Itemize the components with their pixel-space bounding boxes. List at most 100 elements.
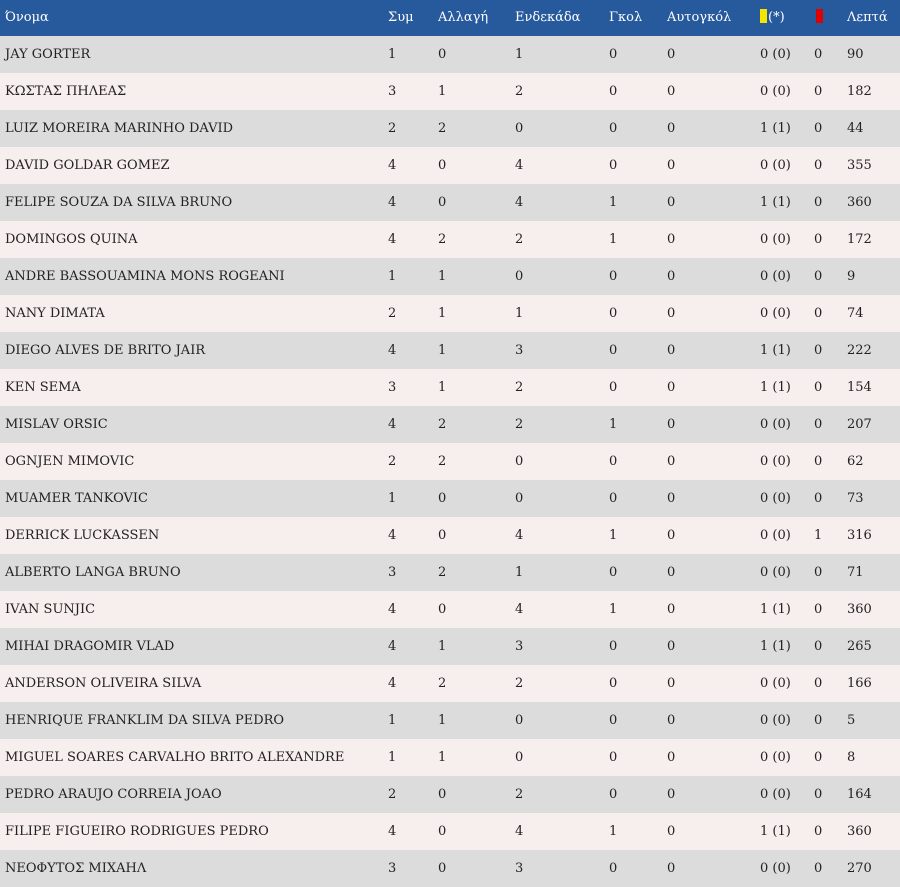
player-name: PEDRO ARAUJO CORREIA JOAO [5, 787, 222, 802]
red-cards-value: 0 [814, 824, 823, 839]
apps-value: 4 [388, 232, 397, 247]
goals-value: 0 [609, 565, 618, 580]
goals-value: 0 [609, 380, 618, 395]
header-goals[interactable]: Γκολ [609, 10, 643, 25]
yellow-cards-value: 0 (0) [760, 454, 791, 469]
sub-value: 2 [438, 565, 447, 580]
start-value: 0 [515, 121, 524, 136]
table-row: FILIPE FIGUEIRO RODRIGUES PEDRO 4 0 4 1 0 1 (1… [0, 813, 900, 850]
red-cards-value: 0 [814, 417, 823, 432]
start-value: 0 [515, 750, 524, 765]
apps-value: 1 [388, 491, 397, 506]
yellow-cards-value: 0 (0) [760, 158, 791, 173]
header-sub[interactable]: Αλλαγή [438, 10, 489, 25]
own-goals-value: 0 [667, 343, 676, 358]
minutes-value: 355 [847, 158, 872, 173]
start-value: 3 [515, 343, 524, 358]
red-cards-value: 0 [814, 602, 823, 617]
yellow-cards-value: 0 (0) [760, 269, 791, 284]
yellow-cards-value: 1 (1) [760, 195, 791, 210]
minutes-value: 8 [847, 750, 856, 765]
sub-value: 1 [438, 269, 447, 284]
goals-value: 0 [609, 306, 618, 321]
header-yellow[interactable]: (*) [760, 0, 785, 36]
apps-value: 4 [388, 824, 397, 839]
red-cards-value: 0 [814, 750, 823, 765]
red-cards-value: 0 [814, 676, 823, 691]
apps-value: 1 [388, 47, 397, 62]
goals-value: 1 [609, 232, 618, 247]
red-cards-value: 0 [814, 380, 823, 395]
header-own-goals[interactable]: Αυτογκόλ [667, 10, 732, 25]
goals-value: 1 [609, 195, 618, 210]
own-goals-value: 0 [667, 380, 676, 395]
own-goals-value: 0 [667, 787, 676, 802]
own-goals-value: 0 [667, 824, 676, 839]
red-cards-value: 1 [814, 528, 823, 543]
yellow-cards-value: 1 (1) [760, 639, 791, 654]
sub-value: 2 [438, 232, 447, 247]
apps-value: 3 [388, 565, 397, 580]
player-name: MUAMER TANKOVIC [5, 491, 148, 506]
apps-value: 3 [388, 84, 397, 99]
sub-value: 0 [438, 47, 447, 62]
minutes-value: 360 [847, 824, 872, 839]
sub-value: 0 [438, 158, 447, 173]
table-row: ANDRE BASSOUAMINA MONS ROGEANI 1 1 0 0 0 0 (0)… [0, 258, 900, 295]
yellow-cards-value: 0 (0) [760, 713, 791, 728]
sub-value: 1 [438, 380, 447, 395]
sub-value: 0 [438, 861, 447, 876]
sub-value: 2 [438, 676, 447, 691]
header-start[interactable]: Ενδεκάδα [515, 10, 581, 25]
header-name[interactable]: Όνομα [5, 10, 49, 25]
apps-value: 1 [388, 750, 397, 765]
table-row: KEN SEMA 3 1 2 0 0 1 (1) 0 154 [0, 369, 900, 406]
goals-value: 0 [609, 84, 618, 99]
own-goals-value: 0 [667, 639, 676, 654]
goals-value: 0 [609, 158, 618, 173]
table-row: HENRIQUE FRANKLIM DA SILVA PEDRO 1 1 0 0 0 0 (… [0, 702, 900, 739]
player-name: DIEGO ALVES DE BRITO JAIR [5, 343, 206, 358]
own-goals-value: 0 [667, 84, 676, 99]
table-row: DIEGO ALVES DE BRITO JAIR 4 1 3 0 0 1 (1) 0 222 [0, 332, 900, 369]
yellow-cards-value: 0 (0) [760, 232, 791, 247]
player-name: IVAN SUNJIC [5, 602, 96, 617]
own-goals-value: 0 [667, 750, 676, 765]
sub-value: 0 [438, 787, 447, 802]
header-red[interactable] [814, 0, 823, 36]
minutes-value: 360 [847, 602, 872, 617]
header-minutes[interactable]: Λεπτά [847, 10, 888, 25]
yellow-cards-value: 0 (0) [760, 676, 791, 691]
red-cards-value: 0 [814, 713, 823, 728]
player-name: LUIZ MOREIRA MARINHO DAVID [5, 121, 234, 136]
red-cards-value: 0 [814, 787, 823, 802]
minutes-value: 222 [847, 343, 872, 358]
sub-value: 1 [438, 713, 447, 728]
table-row: FELIPE SOUZA DA SILVA BRUNO 4 0 4 1 0 1 (1) 0 36… [0, 184, 900, 221]
header-apps[interactable]: Συμ [388, 10, 414, 25]
header-yellow-suffix: (*) [768, 10, 785, 25]
minutes-value: 207 [847, 417, 872, 432]
yellow-cards-value: 0 (0) [760, 47, 791, 62]
red-cards-value: 0 [814, 195, 823, 210]
minutes-value: 172 [847, 232, 872, 247]
table-row: DERRICK LUCKASSEN 4 0 4 1 0 0 (0) 1 316 [0, 517, 900, 554]
sub-value: 1 [438, 639, 447, 654]
minutes-value: 166 [847, 676, 872, 691]
table-header: Όνομα Συμ Αλλαγή Ενδεκάδα Γκολ Αυτογκόλ … [0, 0, 900, 36]
own-goals-value: 0 [667, 47, 676, 62]
yellow-cards-value: 0 (0) [760, 861, 791, 876]
start-value: 1 [515, 306, 524, 321]
table-row: LUIZ MOREIRA MARINHO DAVID 2 2 0 0 0 1 (1) 0 44 [0, 110, 900, 147]
player-name: ANDERSON OLIVEIRA SILVA [5, 676, 202, 691]
apps-value: 1 [388, 713, 397, 728]
red-cards-value: 0 [814, 158, 823, 173]
goals-value: 0 [609, 861, 618, 876]
player-name: ΝΕΟΦΥΤΟΣ ΜΙΧΑΗΛ [5, 861, 147, 876]
table-row: OGNJEN MIMOVIC 2 2 0 0 0 0 (0) 0 62 [0, 443, 900, 480]
start-value: 2 [515, 417, 524, 432]
minutes-value: 9 [847, 269, 856, 284]
yellow-cards-value: 0 (0) [760, 491, 791, 506]
apps-value: 4 [388, 417, 397, 432]
